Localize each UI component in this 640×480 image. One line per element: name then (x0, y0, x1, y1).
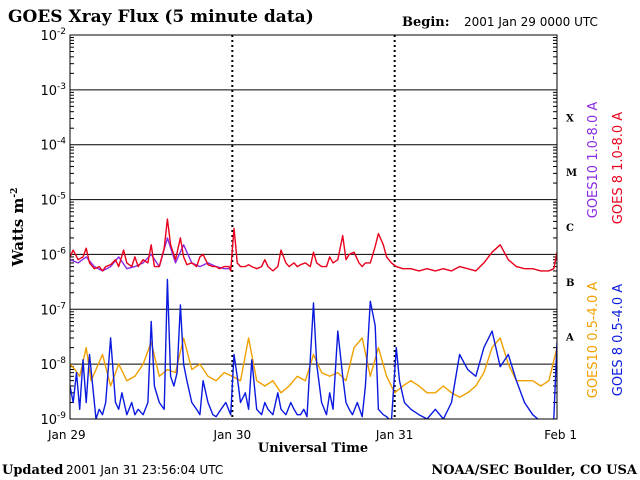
updated-label: Updated (2, 463, 63, 478)
x-tick-label: Jan 31 (375, 428, 414, 442)
updated-value: 2001 Jan 31 23:56:04 UTC (66, 463, 223, 477)
credit: NOAA/SEC Boulder, CO USA (431, 463, 638, 478)
series-line (70, 278, 557, 419)
chart-title: GOES Xray Flux (5 minute data) (8, 7, 314, 27)
y-tick-label: 10-7 (40, 301, 66, 318)
x-axis-ticks: Jan 29 Jan 30 Jan 31 Feb 1 (47, 428, 577, 442)
x-tick-label: Feb 1 (544, 428, 577, 442)
y-tick-label: 10-3 (40, 82, 66, 99)
x-axis-label: Universal Time (258, 441, 368, 456)
begin-label: Begin: (402, 15, 450, 30)
y-tick-label: 10-8 (40, 356, 66, 373)
legend-entry: GOES 8 1.0-8.0 A (611, 112, 626, 224)
y-tick-label: 10-9 (40, 411, 66, 428)
series-line (70, 218, 557, 272)
legend-entry: GOES 8 0.5-4.0 A (611, 284, 626, 396)
flare-class-label: X (566, 113, 574, 124)
svg-text:Watts m-2: Watts m-2 (9, 188, 27, 268)
legend: GOES10 1.0-8.0 A GOES 8 1.0-8.0 A GOES10 0… (586, 102, 626, 399)
y-tick-label: 10-6 (40, 246, 66, 263)
plot-grid (70, 35, 557, 419)
y-tick-label: 10-5 (40, 192, 66, 209)
flare-class-label: B (566, 278, 574, 289)
y-tick-label: 10-4 (40, 137, 66, 154)
legend-entry: GOES10 1.0-8.0 A (586, 102, 601, 219)
flare-class-label: C (566, 223, 574, 234)
plot-frame (69, 34, 558, 420)
begin-value: 2001 Jan 29 0000 UTC (464, 15, 598, 29)
y-axis-ticks: 10-9 10-8 10-7 10-6 10-5 10-4 10-3 10-2 (40, 27, 557, 428)
x-tick-label: Jan 29 (47, 428, 86, 442)
series-line (70, 337, 557, 398)
flare-class-labels: A B C M X (565, 113, 577, 343)
x-tick-label: Jan 30 (213, 428, 252, 442)
y-axis-label: Watts m-2 (9, 188, 27, 268)
flare-class-label: A (565, 333, 574, 344)
legend-entry: GOES10 0.5-4.0 A (586, 282, 601, 399)
flare-class-label: M (566, 168, 577, 179)
series-lines (70, 218, 557, 419)
y-tick-label: 10-2 (40, 27, 66, 44)
